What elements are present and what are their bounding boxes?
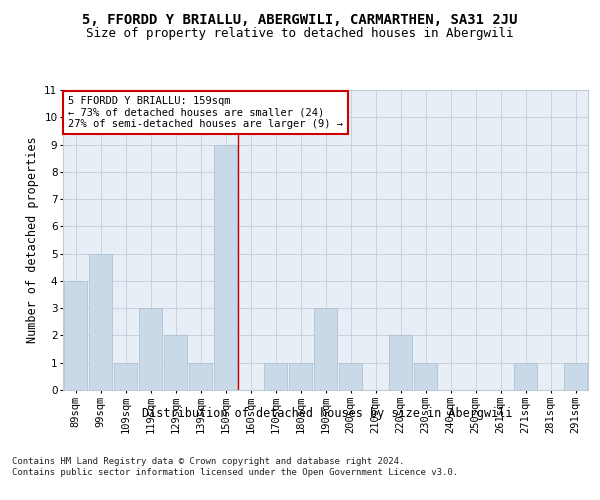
Bar bbox=[113, 362, 137, 390]
Bar bbox=[263, 362, 287, 390]
Bar bbox=[139, 308, 163, 390]
Bar bbox=[563, 362, 587, 390]
Bar bbox=[89, 254, 112, 390]
Text: Distribution of detached houses by size in Abergwili: Distribution of detached houses by size … bbox=[142, 408, 512, 420]
Bar bbox=[214, 144, 238, 390]
Bar bbox=[413, 362, 437, 390]
Y-axis label: Number of detached properties: Number of detached properties bbox=[26, 136, 38, 344]
Bar bbox=[338, 362, 362, 390]
Bar bbox=[188, 362, 212, 390]
Bar bbox=[64, 281, 88, 390]
Bar bbox=[389, 336, 412, 390]
Bar bbox=[289, 362, 313, 390]
Text: Contains HM Land Registry data © Crown copyright and database right 2024.
Contai: Contains HM Land Registry data © Crown c… bbox=[12, 458, 458, 477]
Text: 5, FFORDD Y BRIALLU, ABERGWILI, CARMARTHEN, SA31 2JU: 5, FFORDD Y BRIALLU, ABERGWILI, CARMARTH… bbox=[82, 12, 518, 26]
Text: 5 FFORDD Y BRIALLU: 159sqm
← 73% of detached houses are smaller (24)
27% of semi: 5 FFORDD Y BRIALLU: 159sqm ← 73% of deta… bbox=[68, 96, 343, 129]
Bar bbox=[514, 362, 538, 390]
Bar bbox=[314, 308, 337, 390]
Bar bbox=[164, 336, 187, 390]
Text: Size of property relative to detached houses in Abergwili: Size of property relative to detached ho… bbox=[86, 28, 514, 40]
